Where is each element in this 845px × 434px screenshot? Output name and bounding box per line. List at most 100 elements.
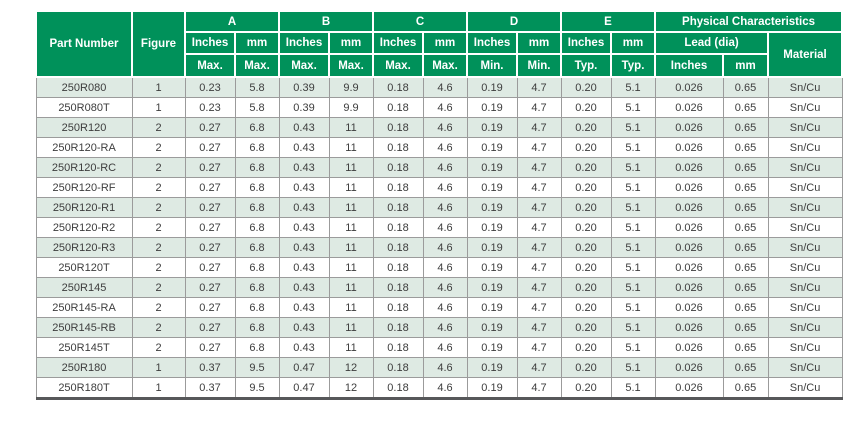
header-c-mm-max: Max.: [422, 53, 468, 78]
value-cell: 0.18: [372, 117, 424, 138]
value-cell: 0.18: [372, 277, 424, 298]
value-cell: 0.27: [184, 257, 236, 278]
value-cell: 0.43: [278, 257, 330, 278]
value-cell: 4.6: [422, 297, 468, 318]
value-cell: 0.19: [466, 117, 518, 138]
value-cell: 4.6: [422, 377, 468, 400]
header-d-inches-min: Min.: [466, 53, 518, 78]
value-cell: 0.65: [722, 197, 769, 218]
value-cell: 0.65: [722, 317, 769, 338]
figure-cell: 2: [131, 217, 186, 238]
value-cell: 5.1: [610, 76, 656, 98]
value-cell: 4.6: [422, 137, 468, 158]
value-cell: 0.19: [466, 177, 518, 198]
value-cell: 0.19: [466, 217, 518, 238]
value-cell: 0.19: [466, 76, 518, 98]
value-cell: 4.6: [422, 317, 468, 338]
value-cell: 4.7: [516, 317, 562, 338]
table-row: 250R145-RA 2 0.27 6.8 0.43 11 0.18 4.6 0.19 4.7 0.…: [35, 297, 843, 318]
value-cell: 0.43: [278, 297, 330, 318]
value-cell: 4.7: [516, 277, 562, 298]
value-cell: 0.65: [722, 177, 769, 198]
value-cell: 5.1: [610, 137, 656, 158]
value-cell: 5.1: [610, 157, 656, 178]
figure-cell: 2: [131, 337, 186, 358]
value-cell: 0.18: [372, 217, 424, 238]
figure-cell: 2: [131, 277, 186, 298]
table-body: 250R080 1 0.23 5.8 0.39 9.9 0.18 4.6 0.19 4.7 0.20…: [35, 76, 843, 400]
value-cell: 0.65: [722, 357, 769, 378]
value-cell: 11: [328, 197, 374, 218]
header-physical-characteristics: Physical Characteristics: [654, 10, 844, 33]
value-cell: 0.19: [466, 337, 518, 358]
value-cell: 9.5: [234, 357, 280, 378]
value-cell: 6.8: [234, 257, 280, 278]
header-e-inches: Inches: [560, 31, 612, 55]
value-cell: 0.65: [722, 157, 769, 178]
value-cell: 0.27: [184, 157, 236, 178]
value-cell: 4.6: [422, 97, 468, 118]
value-cell: 12: [328, 357, 374, 378]
value-cell: 5.1: [610, 257, 656, 278]
value-cell: Sn/Cu: [767, 297, 843, 318]
value-cell: 0.19: [466, 137, 518, 158]
value-cell: 0.20: [560, 197, 612, 218]
value-cell: 0.65: [722, 217, 769, 238]
value-cell: 0.65: [722, 337, 769, 358]
value-cell: 0.27: [184, 297, 236, 318]
value-cell: 5.1: [610, 177, 656, 198]
value-cell: 5.1: [610, 377, 656, 400]
value-cell: Sn/Cu: [767, 97, 843, 118]
header-d-mm-min: Min.: [516, 53, 562, 78]
value-cell: 0.18: [372, 97, 424, 118]
header-c-inches-max: Max.: [372, 53, 424, 78]
header-b-mm-max: Max.: [328, 53, 374, 78]
figure-cell: 2: [131, 137, 186, 158]
value-cell: 0.27: [184, 177, 236, 198]
value-cell: 9.9: [328, 76, 374, 98]
value-cell: 6.8: [234, 197, 280, 218]
value-cell: 4.7: [516, 197, 562, 218]
value-cell: 0.20: [560, 217, 612, 238]
value-cell: 0.18: [372, 357, 424, 378]
value-cell: 4.7: [516, 217, 562, 238]
figure-cell: 2: [131, 317, 186, 338]
part-number-cell: 250R180: [35, 357, 133, 378]
value-cell: 0.026: [654, 137, 724, 158]
table-row: 250R120T 2 0.27 6.8 0.43 11 0.18 4.6 0.19 4.7 0.20…: [35, 257, 843, 278]
value-cell: 0.20: [560, 137, 612, 158]
value-cell: Sn/Cu: [767, 277, 843, 298]
value-cell: Sn/Cu: [767, 317, 843, 338]
value-cell: 4.7: [516, 297, 562, 318]
header-e-mm-typ: Typ.: [609, 53, 657, 78]
value-cell: 0.27: [184, 277, 236, 298]
table-row: 250R145T 2 0.27 6.8 0.43 11 0.18 4.6 0.19 4.7 0.20…: [35, 337, 843, 358]
value-cell: 4.7: [516, 237, 562, 258]
value-cell: 0.43: [278, 277, 330, 298]
header-d-mm: mm: [516, 31, 562, 55]
value-cell: 6.8: [234, 277, 280, 298]
value-cell: 0.23: [184, 76, 236, 98]
value-cell: 5.1: [610, 237, 656, 258]
value-cell: Sn/Cu: [767, 237, 843, 258]
value-cell: 9.9: [328, 97, 374, 118]
value-cell: 0.19: [466, 197, 518, 218]
figure-cell: 1: [131, 97, 186, 118]
value-cell: 0.20: [560, 177, 612, 198]
value-cell: 5.1: [610, 277, 656, 298]
value-cell: 9.5: [234, 377, 280, 400]
part-number-cell: 250R120-R2: [35, 217, 133, 238]
figure-cell: 2: [131, 197, 186, 218]
value-cell: 11: [328, 297, 374, 318]
value-cell: 5.1: [610, 337, 656, 358]
figure-cell: 2: [131, 177, 186, 198]
value-cell: 4.6: [422, 117, 468, 138]
value-cell: 0.27: [184, 237, 236, 258]
value-cell: 0.20: [560, 97, 612, 118]
value-cell: 0.19: [466, 357, 518, 378]
value-cell: 6.8: [234, 237, 280, 258]
figure-cell: 1: [131, 357, 186, 378]
header-lead-mm: mm: [722, 53, 770, 78]
value-cell: 0.20: [560, 377, 612, 400]
value-cell: 0.43: [278, 337, 330, 358]
